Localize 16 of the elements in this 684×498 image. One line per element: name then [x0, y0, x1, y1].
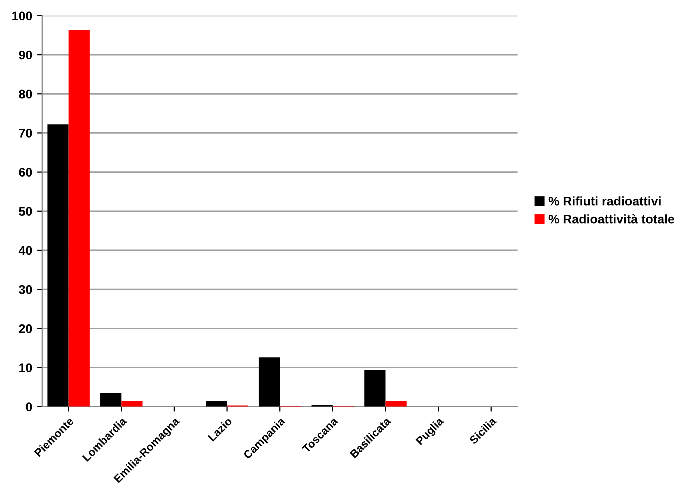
bar [386, 401, 407, 407]
y-tick-label: 70 [19, 129, 32, 138]
y-tick-label: 100 [12, 12, 32, 21]
bar [68, 30, 90, 407]
y-tick-label: 40 [18, 246, 32, 256]
legend-label: % Rifiuti radioattivi [548, 196, 661, 206]
y-tick-label: 0 [26, 402, 32, 412]
bar [122, 401, 143, 407]
y-tick-label: 50 [19, 207, 32, 216]
y-tick-label: 80 [19, 90, 32, 99]
y-tick-label: 90 [19, 50, 32, 60]
legend-label: % Radioattività totale [548, 214, 675, 224]
y-tick-label: 30 [19, 285, 32, 294]
y-tick-label: 60 [19, 168, 32, 177]
y-tick-label: 20 [19, 324, 32, 334]
y-tick-label: 10 [20, 364, 32, 372]
